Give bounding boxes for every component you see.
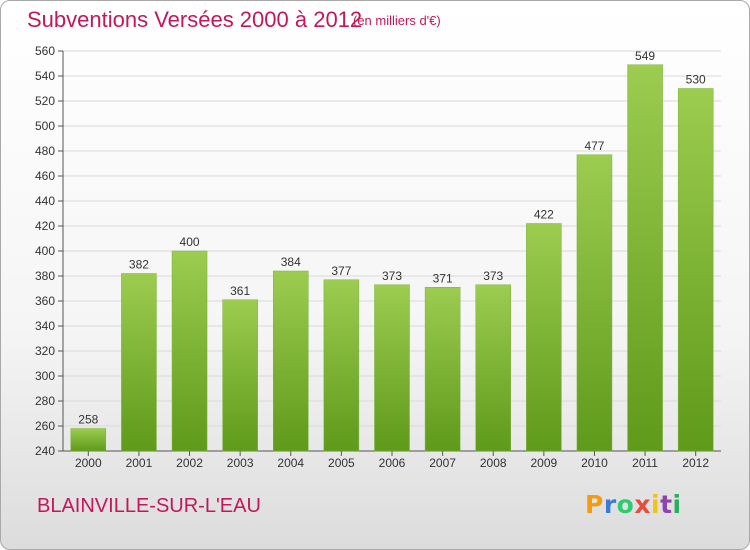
bars — [70, 64, 714, 452]
logo-letter: i — [672, 490, 682, 519]
proxiti-logo: Proxiti — [585, 490, 682, 519]
y-tick-label: 460 — [35, 169, 55, 183]
y-tick-label: 400 — [35, 244, 55, 258]
bar — [576, 154, 613, 452]
bar — [424, 287, 461, 452]
y-tick-label: 320 — [35, 344, 55, 358]
x-tick-label: 2006 — [379, 456, 406, 470]
bar — [222, 299, 258, 452]
x-tick-label: 2000 — [75, 456, 102, 470]
data-label: 361 — [230, 284, 250, 298]
logo-letter: x — [634, 490, 651, 519]
y-tick-label: 540 — [35, 69, 55, 83]
data-label: 400 — [180, 235, 200, 249]
data-label: 377 — [331, 264, 351, 278]
y-tick-label: 520 — [35, 94, 55, 108]
chart-subtitle: (en milliers d'€) — [353, 13, 441, 28]
x-tick-label: 2003 — [227, 456, 254, 470]
x-tick-label: 2001 — [126, 456, 153, 470]
logo-letter: r — [603, 490, 617, 519]
data-label: 384 — [281, 255, 301, 269]
y-tick-label: 420 — [35, 219, 55, 233]
x-tick-label: 2009 — [530, 456, 557, 470]
bar — [677, 88, 714, 452]
y-tick-label: 560 — [35, 44, 55, 58]
y-tick-label: 360 — [35, 294, 55, 308]
y-tick-label: 280 — [35, 394, 55, 408]
data-label: 549 — [635, 49, 655, 63]
bar — [121, 273, 157, 452]
data-label: 373 — [382, 269, 402, 283]
bar — [323, 279, 360, 452]
y-tick-label: 500 — [35, 119, 55, 133]
x-tick-label: 2011 — [632, 456, 658, 470]
x-tick-label: 2004 — [277, 456, 304, 470]
x-tick-label: 2008 — [480, 456, 507, 470]
y-tick-label: 440 — [35, 194, 55, 208]
bar — [273, 270, 309, 452]
x-tick-label: 2012 — [682, 456, 709, 470]
data-label: 422 — [534, 208, 554, 222]
x-tick-label: 2002 — [176, 456, 203, 470]
logo-letter: i — [651, 490, 661, 519]
y-tick-label: 340 — [35, 319, 55, 333]
x-tick-label: 2007 — [429, 456, 456, 470]
y-tick-label: 380 — [35, 269, 55, 283]
logo-letter: o — [616, 490, 635, 519]
y-tick-label: 300 — [35, 369, 55, 383]
bar — [70, 428, 107, 452]
data-label: 371 — [433, 271, 453, 285]
bar — [526, 223, 562, 452]
bar — [171, 250, 208, 452]
x-tick-label: 2010 — [581, 456, 608, 470]
data-label: 258 — [78, 413, 98, 427]
data-label: 382 — [129, 258, 149, 272]
logo-letter: P — [585, 490, 604, 519]
bar — [475, 284, 511, 452]
data-label: 477 — [584, 139, 604, 153]
bar — [374, 284, 410, 452]
y-tick-label: 240 — [35, 444, 55, 458]
bar — [627, 64, 663, 452]
y-tick-label: 260 — [35, 419, 55, 433]
logo-letter: t — [660, 490, 673, 519]
y-tick-label: 480 — [35, 144, 55, 158]
data-label: 373 — [483, 269, 503, 283]
chart-title: Subventions Versées 2000 à 2012 — [27, 7, 363, 32]
data-label: 530 — [686, 73, 706, 87]
labels: 240 260 280 300 320 340 360 380 400 420 440 460 480 5… — [35, 44, 709, 470]
x-tick-label: 2005 — [328, 456, 355, 470]
commune-name: BLAINVILLE-SUR-L'EAU — [37, 495, 261, 517]
